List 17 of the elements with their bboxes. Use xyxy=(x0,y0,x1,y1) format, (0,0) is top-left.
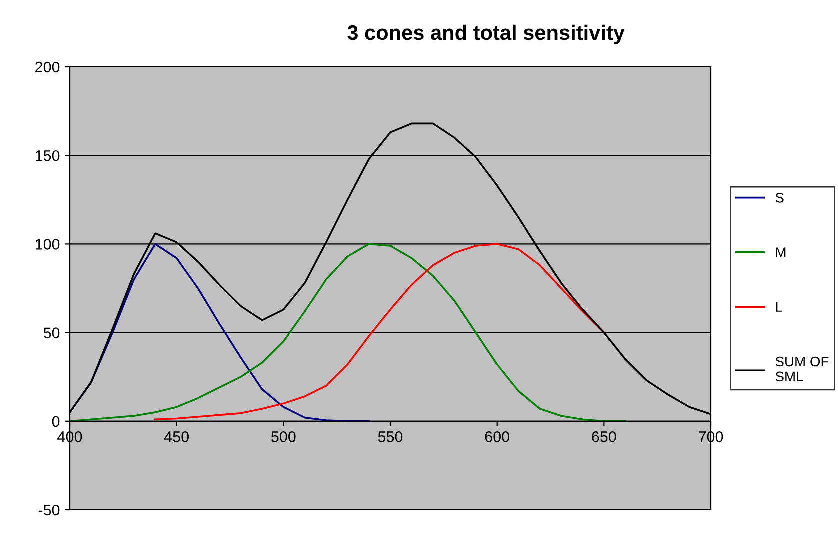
x-tick-label: 550 xyxy=(378,432,403,442)
x-tick-label: 600 xyxy=(485,432,510,442)
x-tick-label: 450 xyxy=(164,432,189,442)
y-tick-label: -50 xyxy=(38,504,60,516)
legend-label: S xyxy=(776,192,784,203)
y-tick-label: 100 xyxy=(36,239,60,250)
y-tick-label: 0 xyxy=(52,416,60,428)
legend-label: L xyxy=(776,302,782,312)
y-tick-label: 200 xyxy=(36,62,60,73)
chart-title: 3 cones and total sensitivity xyxy=(348,24,625,44)
legend-label: M xyxy=(776,248,786,258)
legend-label: SUM OF SML xyxy=(776,356,829,382)
x-tick-label: 650 xyxy=(592,432,616,442)
x-tick-label: 500 xyxy=(272,432,296,442)
line-series xyxy=(70,243,626,422)
y-tick-label: 150 xyxy=(36,150,60,162)
y-tick-label: 50 xyxy=(44,328,60,338)
